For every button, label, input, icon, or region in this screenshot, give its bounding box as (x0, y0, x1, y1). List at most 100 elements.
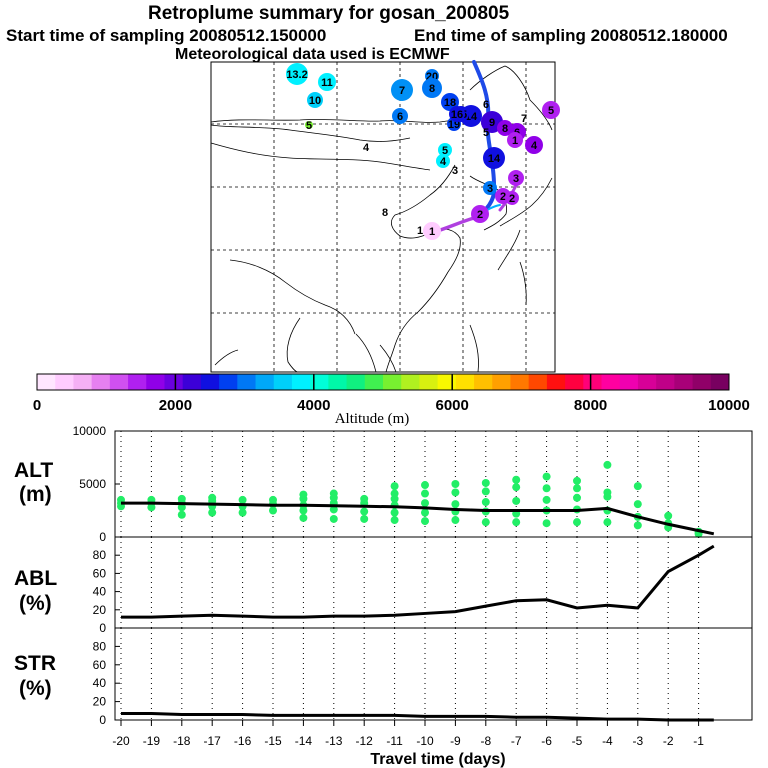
trajectory-marker-dot (525, 136, 543, 154)
altitude-point (573, 476, 581, 485)
y-tick-label: 40 (93, 585, 107, 599)
colorbar-swatch (200, 374, 220, 390)
altitude-point (299, 490, 308, 499)
y-tick-label: 80 (93, 548, 107, 562)
altitude-point (633, 521, 642, 530)
x-tick-label: -14 (295, 734, 313, 748)
colorbar-tick-label: 10000 (708, 397, 750, 414)
y-tick-label: 40 (93, 676, 107, 690)
colorbar-swatch (291, 374, 311, 390)
altitude-point (633, 500, 642, 509)
trajectory-marker-label: 5 (442, 145, 448, 157)
colorbar-swatch (219, 374, 238, 390)
trajectory-marker-label: 8 (429, 83, 435, 95)
trajectory-marker-label: 5 (548, 105, 554, 117)
x-tick-label: -7 (511, 734, 522, 748)
trajectory-marker-dot (423, 222, 441, 240)
altitude-point (481, 518, 490, 527)
met-data-label: Meteorological data used is ECMWF (175, 46, 450, 63)
colorbar-swatch (601, 374, 621, 390)
trajectory-marker-label: 5 (306, 120, 312, 132)
altitude-point (421, 481, 429, 490)
x-tick-label: -8 (480, 734, 491, 748)
colorbar-swatch (492, 374, 511, 390)
altitude-point (421, 499, 429, 508)
trajectory-marker-label: 4 (531, 140, 538, 152)
trajectory-marker-dot (508, 170, 524, 186)
altitude-point (603, 460, 612, 469)
trajectory-marker-label: 8 (382, 207, 388, 219)
altitude-point (329, 489, 338, 498)
trajectory-marker-label: 13.2 (286, 69, 307, 81)
colorbar-title: Altitude (m) (335, 411, 410, 427)
trajectory-marker-label: 3 (513, 173, 519, 185)
trajectory-marker-dot (483, 181, 497, 195)
trajectory-marker-label: 1 (429, 226, 435, 238)
y-tick-label: 20 (93, 695, 107, 709)
trajectory-marker-label: 19 (448, 119, 460, 131)
x-tick-label: -16 (234, 734, 252, 748)
trajectory-marker-label: 1 (417, 225, 423, 237)
colorbar-tick-label: 0 (33, 397, 41, 414)
y-tick-label: 10000 (73, 424, 107, 438)
trajectory-marker-label: 2 (509, 193, 515, 205)
altitude-point (451, 500, 460, 509)
alt-label: ALT (14, 459, 53, 482)
colorbar-swatch (328, 374, 348, 390)
altitude-point (238, 508, 247, 517)
colorbar-swatch (37, 374, 56, 390)
str-panel-frame (114, 627, 753, 721)
colorbar-swatch (91, 374, 111, 390)
colorbar-swatch (437, 374, 457, 390)
colorbar-frame (36, 373, 730, 391)
colorbar-swatch (565, 374, 584, 390)
colorbar-swatch (55, 374, 74, 390)
trajectory-marker-dot (449, 106, 465, 122)
x-tick-label: -2 (663, 734, 674, 748)
end-time-label: End time of sampling 20080512.180000 (414, 26, 728, 45)
colorbar-tick-label: 2000 (159, 397, 192, 414)
str-label: STR (14, 652, 56, 675)
altitude-point (360, 507, 369, 516)
x-tick-label: -6 (541, 734, 552, 748)
altitude-point (421, 517, 429, 526)
altitude-point (329, 514, 338, 523)
colorbar-swatch (401, 374, 420, 390)
altitude-point (421, 489, 429, 498)
trajectory-marker-dot (286, 63, 308, 85)
trajectory-marker-label: 10 (309, 95, 321, 107)
altitude-point (603, 488, 612, 497)
colorbar-tick-label: 4000 (297, 397, 330, 414)
x-tick-label: -13 (325, 734, 343, 748)
x-tick-label: -10 (416, 734, 434, 748)
abl-unit-label: (%) (19, 592, 52, 615)
trajectory-marker-label: 18 (444, 97, 456, 109)
y-tick-label: 20 (93, 603, 107, 617)
altitude-point (512, 496, 521, 505)
colorbar-swatch (474, 374, 493, 390)
altitude-point (360, 514, 369, 523)
altitude-point (542, 484, 551, 493)
colorbar-tick-label: 6000 (436, 397, 469, 414)
y-tick-label: 0 (99, 530, 106, 544)
altitude-point (269, 506, 277, 515)
trajectory-marker-dot (438, 143, 452, 157)
altitude-point (360, 494, 369, 503)
trajectory-marker-label: 6 (483, 99, 489, 111)
altitude-point (451, 488, 460, 497)
x-tick-label: -19 (143, 734, 161, 748)
altitude-point (329, 505, 338, 514)
trajectory-marker-label: 8 (502, 123, 508, 135)
colorbar-swatch (619, 374, 639, 390)
colorbar-swatch (73, 374, 93, 390)
altitude-point (542, 495, 551, 504)
alt-unit-label: (m) (19, 483, 52, 506)
abl-panel: 80 60 40 20 0 (93, 536, 753, 635)
altitude-point (238, 495, 247, 504)
trajectory-marker-dot (542, 101, 560, 119)
altitude-point (573, 518, 581, 527)
altitude-point (299, 513, 308, 522)
y-tick-label: 5000 (79, 477, 106, 491)
map-panel: 13.2111054720861819141516695865714543143… (210, 60, 560, 373)
altitude-point (633, 482, 642, 491)
